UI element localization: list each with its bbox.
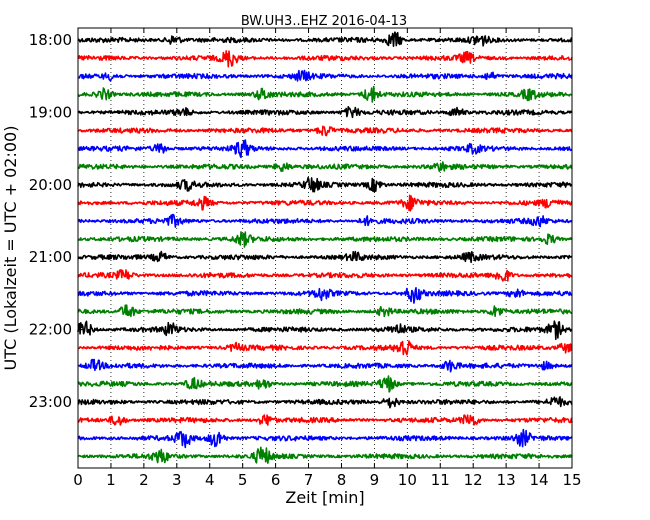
x-tick-label: 3: [172, 471, 182, 489]
seismogram-trace: [77, 428, 573, 449]
seismogram-trace: [77, 396, 573, 409]
x-tick-label: 2: [139, 471, 149, 489]
y-tick-label: 22:00: [29, 321, 72, 339]
y-tick-label: 19:00: [29, 103, 72, 121]
x-tick-label: 0: [73, 471, 83, 489]
seismogram-trace: [77, 50, 573, 68]
y-tick-label: 18:00: [29, 31, 72, 49]
trace-group: [77, 31, 573, 464]
x-tick-label: 14: [530, 471, 549, 489]
seismogram-trace: [77, 304, 573, 318]
x-tick-label: 15: [562, 471, 581, 489]
x-tick-label: 11: [431, 471, 450, 489]
x-tick-label: 7: [304, 471, 314, 489]
x-tick-label: 13: [497, 471, 516, 489]
x-tick-label: 12: [464, 471, 483, 489]
seismogram-trace: [77, 85, 573, 103]
seismogram-trace: [77, 31, 573, 47]
seismogram-trace: [77, 375, 573, 393]
y-tick-label: 21:00: [29, 248, 72, 266]
y-tick-label: 20:00: [29, 176, 72, 194]
x-tick-label: 1: [106, 471, 116, 489]
chart-title: BW.UH3..EHZ 2016-04-13: [241, 14, 407, 29]
seismogram-trace: [77, 161, 573, 173]
seismogram-trace: [77, 125, 573, 137]
x-tick-label: 6: [271, 471, 281, 489]
y-axis-label: UTC (Lokalzeit = UTC + 02:00): [1, 126, 20, 371]
y-tick-label: 23:00: [29, 393, 72, 411]
seismogram-trace: [77, 320, 573, 340]
axis-ticks: 0 1 2 3 4 5 6 7 8 9 10 11 12 13 14 1518:0019:0020:0021:…: [29, 28, 582, 489]
seismogram-trace: [77, 194, 573, 212]
seismogram-trace: [77, 340, 573, 356]
x-tick-label: 9: [370, 471, 380, 489]
x-tick-label: 4: [205, 471, 215, 489]
seismogram-trace: [77, 139, 573, 159]
seismogram-trace: [77, 446, 573, 464]
seismogram-trace: [77, 287, 573, 304]
x-grid: [110, 28, 540, 468]
seismogram-trace: [77, 414, 573, 426]
x-tick-label: 5: [238, 471, 248, 489]
x-tick-label: 8: [337, 471, 347, 489]
seismogram-trace: [77, 269, 573, 282]
seismogram-trace: [77, 213, 573, 228]
plot-frame: [77, 27, 573, 469]
seismogram-trace: [77, 69, 573, 82]
seismogram-trace: [77, 231, 573, 248]
seismogram-trace: [77, 250, 573, 264]
seismogram-trace: [77, 358, 573, 373]
x-tick-label: 10: [398, 471, 417, 489]
x-axis-label: Zeit [min]: [285, 488, 364, 507]
seismogram-trace: [77, 176, 573, 193]
seismogram-trace: [77, 106, 573, 119]
